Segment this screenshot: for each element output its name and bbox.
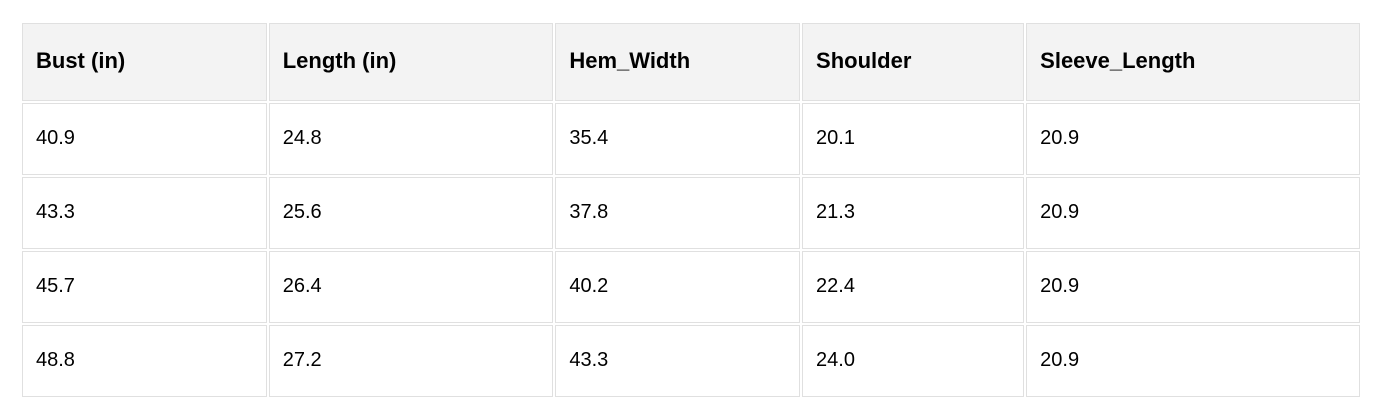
table-cell: 20.9 bbox=[1026, 103, 1360, 175]
table-cell: 37.8 bbox=[555, 177, 801, 249]
table-row: 40.9 24.8 35.4 20.1 20.9 bbox=[22, 103, 1360, 175]
table-row: 43.3 25.6 37.8 21.3 20.9 bbox=[22, 177, 1360, 249]
table-cell: 35.4 bbox=[555, 103, 801, 175]
table-cell: 20.9 bbox=[1026, 325, 1360, 397]
size-chart-container: Bust (in) Length (in) Hem_Width Shoulder Sle… bbox=[20, 21, 1362, 399]
table-cell: 40.2 bbox=[555, 251, 801, 323]
table-cell: 20.9 bbox=[1026, 251, 1360, 323]
column-header: Bust (in) bbox=[22, 23, 267, 101]
table-cell: 45.7 bbox=[22, 251, 267, 323]
column-header: Sleeve_Length bbox=[1026, 23, 1360, 101]
table-header: Bust (in) Length (in) Hem_Width Shoulder Sle… bbox=[22, 23, 1360, 101]
table-cell: 24.8 bbox=[268, 103, 554, 175]
table-row: 48.8 27.2 43.3 24.0 20.9 bbox=[22, 325, 1360, 397]
table-row: 45.7 26.4 40.2 22.4 20.9 bbox=[22, 251, 1360, 323]
header-row: Bust (in) Length (in) Hem_Width Shoulder Sle… bbox=[22, 23, 1360, 101]
table-cell: 27.2 bbox=[268, 325, 554, 397]
table-cell: 24.0 bbox=[802, 325, 1025, 397]
table-cell: 25.6 bbox=[268, 177, 554, 249]
table-cell: 43.3 bbox=[22, 177, 267, 249]
table-cell: 43.3 bbox=[555, 325, 801, 397]
table-body: 40.9 24.8 35.4 20.1 20.9 43.3 25.6 37.8 21.3 20.9… bbox=[22, 103, 1360, 397]
table-cell: 22.4 bbox=[802, 251, 1025, 323]
column-header: Hem_Width bbox=[555, 23, 801, 101]
size-chart-table: Bust (in) Length (in) Hem_Width Shoulder Sle… bbox=[20, 21, 1362, 399]
table-cell: 21.3 bbox=[802, 177, 1025, 249]
table-cell: 20.1 bbox=[802, 103, 1025, 175]
table-cell: 48.8 bbox=[22, 325, 267, 397]
column-header: Length (in) bbox=[268, 23, 554, 101]
table-cell: 20.9 bbox=[1026, 177, 1360, 249]
column-header: Shoulder bbox=[802, 23, 1025, 101]
table-cell: 40.9 bbox=[22, 103, 267, 175]
table-cell: 26.4 bbox=[268, 251, 554, 323]
